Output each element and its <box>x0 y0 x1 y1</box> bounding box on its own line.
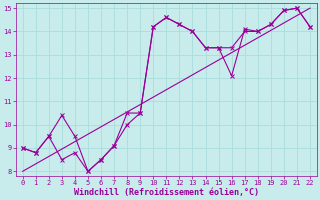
X-axis label: Windchill (Refroidissement éolien,°C): Windchill (Refroidissement éolien,°C) <box>74 188 259 197</box>
